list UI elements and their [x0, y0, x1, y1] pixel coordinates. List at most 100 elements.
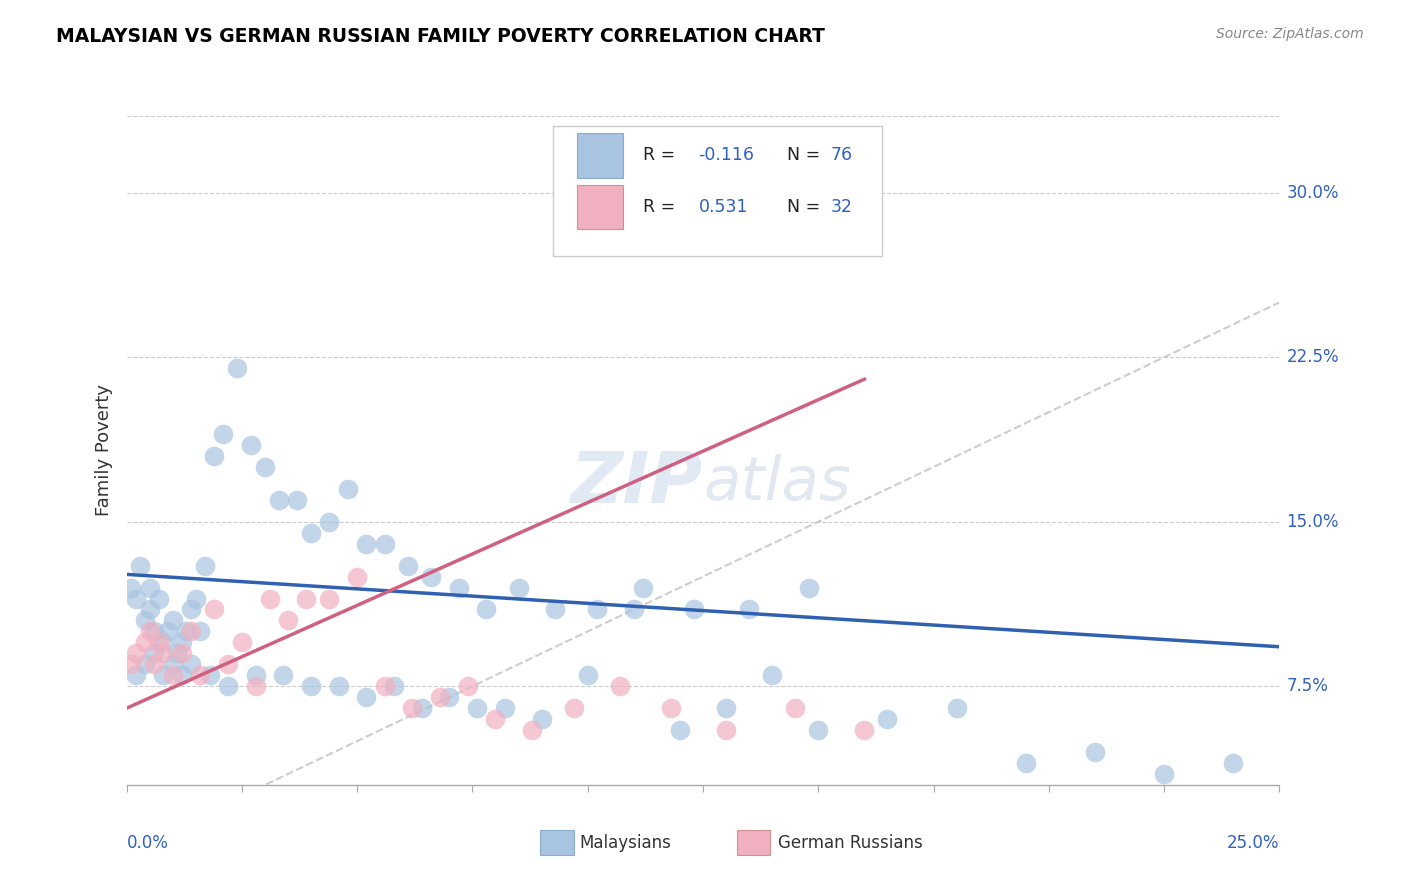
Text: 30.0%: 30.0% — [1286, 184, 1339, 202]
Text: 15.0%: 15.0% — [1286, 513, 1339, 531]
Point — [180, 602, 202, 616]
Point — [148, 635, 170, 649]
Point — [797, 581, 820, 595]
Point — [682, 602, 704, 616]
Point — [738, 602, 761, 616]
Point — [494, 701, 516, 715]
Point — [396, 558, 419, 573]
Text: R =: R = — [643, 146, 681, 164]
Point — [484, 712, 506, 726]
Point — [188, 668, 211, 682]
Text: ZIP: ZIP — [571, 450, 703, 518]
Point — [125, 646, 148, 660]
Point — [162, 614, 184, 628]
Point — [152, 668, 174, 682]
Point — [1222, 756, 1244, 770]
Point — [328, 679, 350, 693]
Point — [217, 657, 239, 672]
Text: 0.0%: 0.0% — [127, 834, 169, 852]
Point — [299, 525, 322, 540]
Point — [659, 701, 682, 715]
Point — [411, 701, 433, 715]
Point — [157, 624, 180, 639]
Text: 25.0%: 25.0% — [1227, 834, 1279, 852]
Point — [176, 624, 198, 639]
Point — [277, 614, 299, 628]
Point — [530, 712, 553, 726]
FancyBboxPatch shape — [578, 133, 623, 178]
Point — [202, 602, 225, 616]
Point — [138, 624, 160, 639]
Point — [419, 569, 441, 583]
Point — [336, 482, 359, 496]
Point — [761, 668, 783, 682]
Point — [544, 602, 567, 616]
Point — [356, 690, 378, 705]
Text: 0.531: 0.531 — [699, 198, 748, 216]
Point — [138, 602, 160, 616]
Point — [623, 602, 645, 616]
Point — [853, 723, 876, 738]
FancyBboxPatch shape — [578, 185, 623, 229]
Point — [198, 668, 221, 682]
Point — [475, 602, 498, 616]
Point — [401, 701, 423, 715]
Point — [170, 646, 193, 660]
Point — [429, 690, 451, 705]
Text: R =: R = — [643, 198, 681, 216]
Point — [143, 646, 166, 660]
Point — [202, 449, 225, 463]
Point — [245, 679, 267, 693]
Point — [162, 657, 184, 672]
Point — [134, 657, 156, 672]
Point — [318, 515, 340, 529]
Point — [586, 602, 609, 616]
Point — [447, 581, 470, 595]
Point — [522, 723, 544, 738]
Point — [152, 646, 174, 660]
Point — [143, 624, 166, 639]
Point — [1015, 756, 1038, 770]
Point — [240, 438, 263, 452]
Point — [295, 591, 318, 606]
Point — [285, 492, 308, 507]
Point — [259, 591, 281, 606]
Point — [152, 635, 174, 649]
Point — [508, 581, 530, 595]
Point — [714, 723, 737, 738]
Point — [226, 361, 249, 376]
Point — [714, 701, 737, 715]
Point — [180, 657, 202, 672]
Point — [439, 690, 461, 705]
Text: atlas: atlas — [703, 454, 851, 514]
Point — [162, 668, 184, 682]
Text: 22.5%: 22.5% — [1286, 348, 1339, 367]
Point — [346, 569, 368, 583]
Point — [299, 679, 322, 693]
Point — [134, 635, 156, 649]
Point — [217, 679, 239, 693]
Point — [562, 701, 585, 715]
Point — [129, 558, 152, 573]
Point — [382, 679, 405, 693]
Point — [120, 657, 142, 672]
Point — [945, 701, 967, 715]
Text: MALAYSIAN VS GERMAN RUSSIAN FAMILY POVERTY CORRELATION CHART: MALAYSIAN VS GERMAN RUSSIAN FAMILY POVER… — [56, 27, 825, 45]
Y-axis label: Family Poverty: Family Poverty — [94, 384, 112, 516]
Point — [120, 581, 142, 595]
Text: N =: N = — [776, 146, 825, 164]
Point — [180, 624, 202, 639]
Point — [374, 537, 396, 551]
Point — [143, 657, 166, 672]
Point — [170, 635, 193, 649]
Point — [231, 635, 253, 649]
Point — [273, 668, 295, 682]
Point — [609, 679, 631, 693]
Text: 76: 76 — [831, 146, 853, 164]
Text: German Russians: German Russians — [778, 834, 922, 852]
Point — [184, 591, 207, 606]
Point — [785, 701, 807, 715]
Point — [807, 723, 830, 738]
Point — [318, 591, 340, 606]
Point — [669, 723, 692, 738]
